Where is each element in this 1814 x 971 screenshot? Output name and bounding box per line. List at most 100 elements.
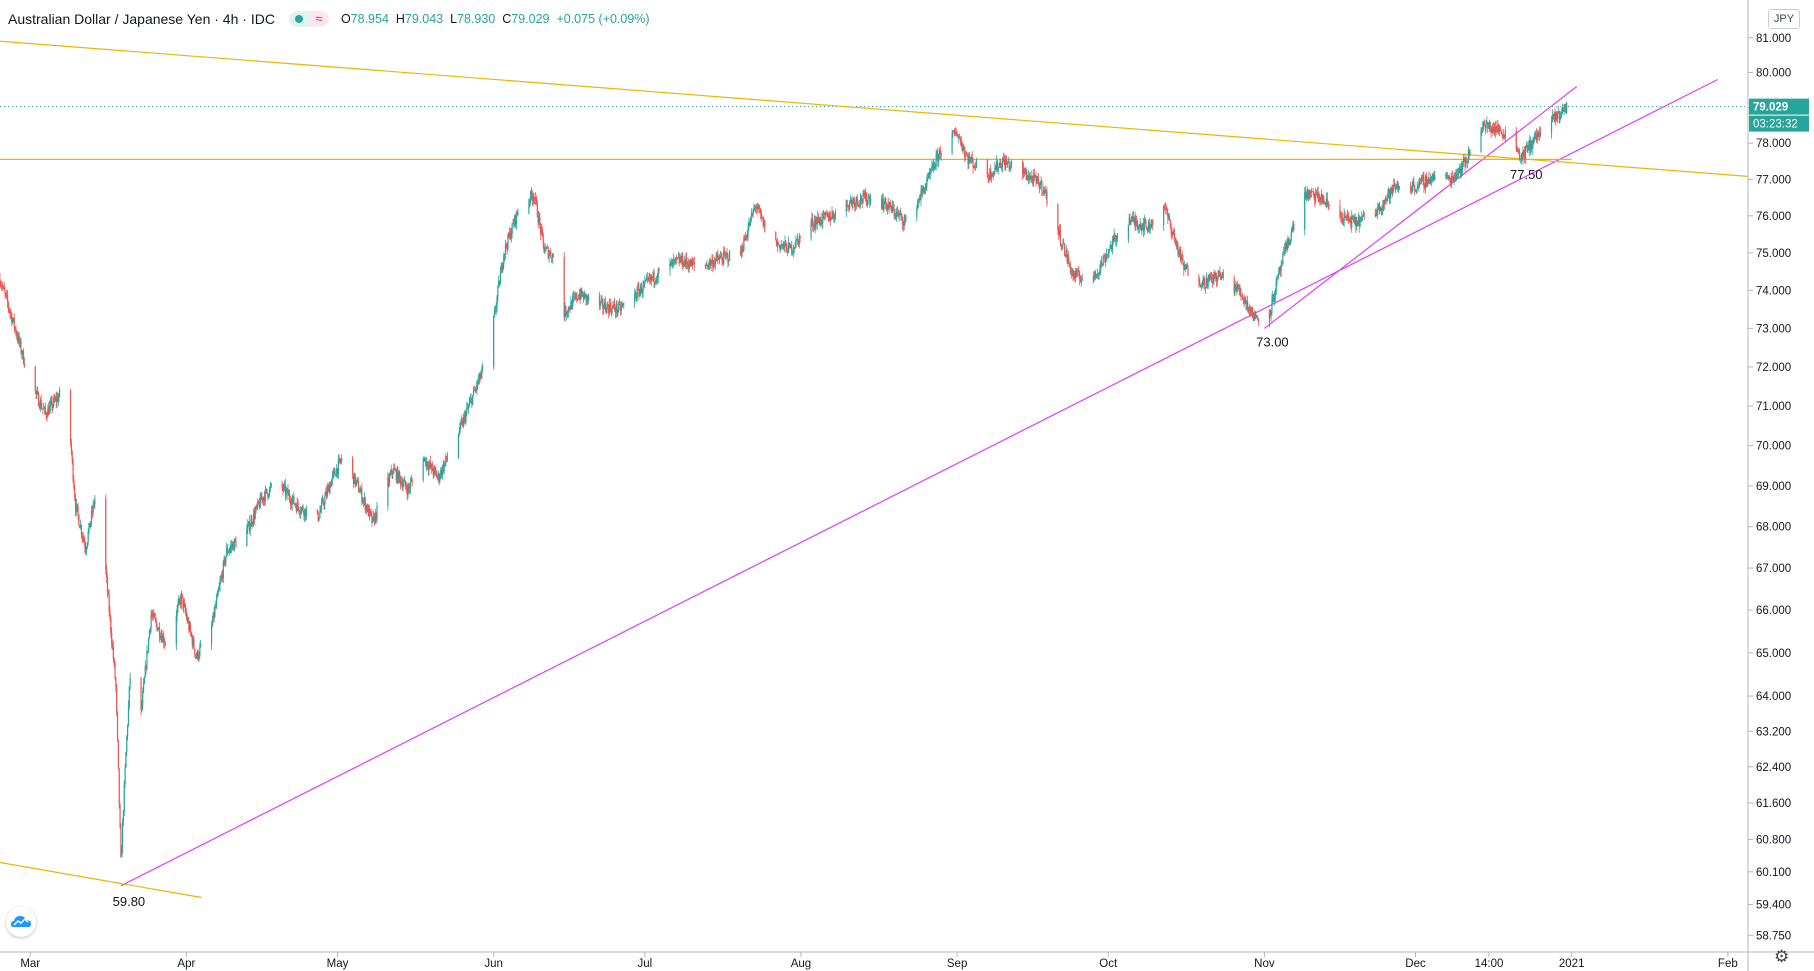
candle-body — [849, 201, 851, 210]
candle-body — [634, 293, 636, 304]
candle-body — [895, 214, 897, 217]
candle-body — [610, 309, 612, 313]
candle-body — [953, 130, 955, 132]
candle-body — [543, 242, 545, 253]
candle-body — [1036, 176, 1038, 182]
candle-body — [470, 398, 472, 400]
candle-body — [1316, 192, 1318, 196]
candle-body — [1467, 149, 1470, 161]
candle-body — [921, 190, 923, 192]
candle-body — [1362, 215, 1364, 217]
symbol-title[interactable]: Australian Dollar / Japanese Yen · 4h · … — [8, 11, 275, 27]
candle-body — [641, 291, 643, 294]
candle-body — [1430, 176, 1432, 184]
candle-body — [743, 237, 745, 251]
candle-body — [1491, 129, 1493, 132]
candle-body — [1077, 270, 1079, 272]
settings-gear-icon[interactable]: ⚙ — [1774, 947, 1790, 966]
candle-body — [1176, 243, 1178, 247]
candle-body — [1363, 213, 1365, 215]
candle-body — [482, 366, 484, 368]
candle-body — [325, 491, 328, 496]
candle-body — [1328, 204, 1330, 206]
candle-body — [744, 237, 746, 241]
delayed-data-icon[interactable]: ≈ — [308, 11, 329, 27]
candle-body — [305, 509, 308, 517]
currency-button[interactable]: JPY — [1768, 9, 1800, 29]
candle-body — [1001, 160, 1004, 168]
candle-body — [1147, 221, 1150, 232]
candle-body — [780, 245, 782, 250]
candle-body — [1517, 150, 1519, 152]
candle-body — [1345, 216, 1347, 218]
candle-body — [611, 306, 613, 313]
candle-body — [1131, 216, 1133, 222]
candle-body — [14, 327, 16, 329]
candle-body — [477, 379, 480, 384]
price-tick-label: 62.400 — [1756, 762, 1791, 774]
candle-body — [1563, 104, 1565, 110]
candle-body — [1252, 307, 1254, 318]
market-open-icon[interactable] — [288, 11, 309, 27]
candle-body — [860, 196, 863, 202]
candle-body — [794, 246, 796, 249]
candle-body — [125, 752, 127, 768]
candle-body — [113, 658, 115, 664]
tradingview-logo-icon[interactable] — [6, 907, 36, 937]
candle-body — [337, 460, 339, 474]
candle-body — [586, 295, 588, 301]
candle-body — [1483, 122, 1485, 126]
price-annotation-label: 59.80 — [113, 894, 146, 909]
candle-body — [1481, 130, 1483, 132]
candle-body — [11, 313, 13, 323]
candle-body — [493, 310, 496, 317]
candle-body — [600, 299, 602, 303]
candle-body — [184, 606, 187, 614]
candle-body — [252, 523, 254, 525]
candle-body — [540, 224, 542, 235]
candle-body — [408, 486, 410, 488]
candle-body — [426, 461, 428, 467]
candle-body — [1550, 121, 1553, 134]
candle-body — [619, 304, 622, 311]
support-trend-line[interactable] — [1264, 86, 1578, 329]
candle-body — [300, 508, 303, 513]
time-axis[interactable]: Mar Apr May Jun Jul Aug Sep Oct Nov Dec 14:00 2021 F… — [0, 951, 1814, 970]
candle-body — [179, 599, 182, 605]
candle-body — [1102, 256, 1104, 266]
candle-body — [579, 294, 581, 299]
candle-body — [540, 229, 543, 235]
candle-body — [1395, 186, 1397, 189]
candle-body — [229, 547, 231, 551]
candle-body — [105, 498, 107, 571]
price-axis[interactable]: 81.00080.00079.00078.00077.00076.00075.0… — [1747, 0, 1809, 971]
candle-body — [373, 515, 376, 523]
candle-body — [1396, 185, 1398, 187]
resistance-trend-line[interactable] — [0, 861, 202, 899]
candle-body — [1276, 279, 1278, 282]
candle-body — [144, 666, 146, 678]
candle-body — [114, 663, 116, 679]
candle-body — [432, 471, 434, 475]
candle-body — [6, 294, 8, 296]
support-trend-line[interactable] — [120, 78, 1719, 887]
trend-lines[interactable] — [0, 40, 1749, 899]
candle-body — [17, 336, 19, 341]
candle-body — [230, 545, 232, 548]
candle-body — [1136, 220, 1138, 225]
candle-body — [565, 306, 567, 316]
status-badges[interactable]: ≈ — [288, 11, 329, 27]
candle-body — [85, 547, 88, 552]
candle-body — [546, 247, 549, 249]
candle-body — [829, 215, 831, 221]
candle-body — [927, 178, 929, 179]
candle-body — [728, 260, 730, 262]
resistance-trend-line[interactable] — [0, 40, 1749, 177]
candle-body — [1031, 175, 1033, 179]
candle-body — [1501, 132, 1503, 135]
candle-body — [986, 159, 988, 177]
candle-body — [325, 491, 327, 497]
candle-body — [329, 484, 331, 493]
candle-body — [405, 486, 407, 490]
